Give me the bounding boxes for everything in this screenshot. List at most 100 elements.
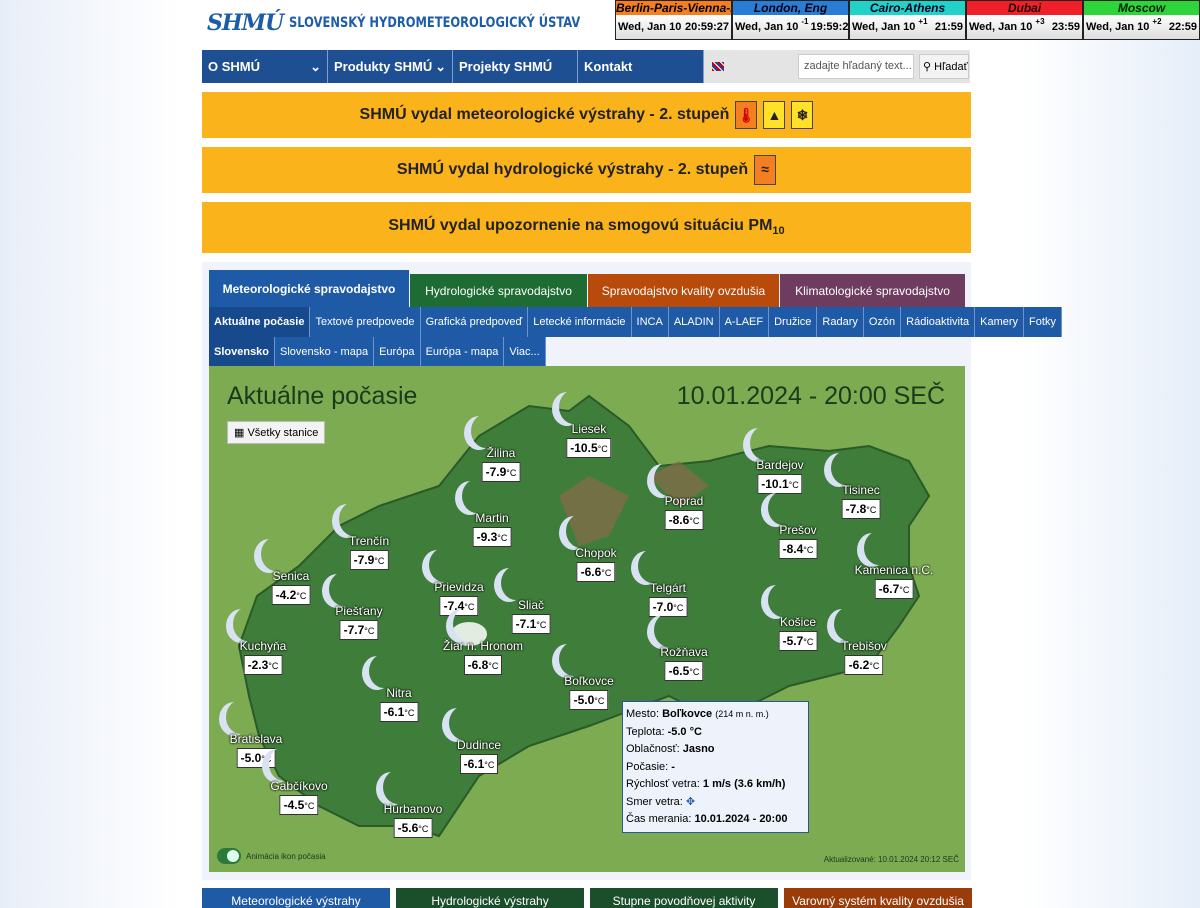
nav-projekty[interactable]: Projekty SHMÚ — [453, 50, 578, 83]
section-tab[interactable]: Meteorologické spravodajstvo — [209, 270, 409, 308]
subtab[interactable]: Kamery — [975, 307, 1025, 337]
moon-icon — [750, 426, 780, 460]
logo[interactable]: SHMÚ SLOVENSKÝ HYDROMETEOROLOGICKÝ ÚSTAV — [207, 0, 644, 45]
section-tabs: Meteorologické spravodajstvo Hydrologické… — [209, 270, 966, 308]
bottom-button[interactable]: Meteorologické výstrahy — [202, 888, 390, 908]
temp-unit: °C — [418, 824, 429, 834]
temp-value: -10.1 — [761, 477, 789, 491]
subtab[interactable]: Textové predpovede — [310, 307, 421, 337]
all-stations-label: Všetky stanice — [247, 427, 319, 439]
station-temp: -5.0°C — [236, 748, 276, 768]
station-marker[interactable]: Bratislava -5.0°C — [230, 732, 282, 768]
station-name: Žilina — [486, 446, 516, 460]
meteo-alert-banner[interactable]: SHMÚ vydal meteorologické výstrahy - 2. … — [202, 92, 971, 138]
search-label: Hľadať — [934, 61, 968, 73]
subtab-region[interactable]: Viac... — [504, 337, 546, 367]
english-flag-icon[interactable] — [712, 62, 724, 71]
tip-label: Rýchlosť vetra: — [626, 778, 700, 790]
station-marker[interactable]: Poprad -8.6°C — [664, 494, 704, 530]
section-tab[interactable]: Spravodajstvo kvality ovzdušia — [588, 274, 779, 308]
station-marker[interactable]: Sliač -7.1°C — [511, 598, 551, 634]
station-marker[interactable]: Žilina -7.9°C — [481, 446, 521, 482]
station-name: Dudince — [456, 738, 502, 752]
subtab-region[interactable]: Európa - mapa — [420, 337, 505, 367]
subtab[interactable]: Grafická predpoveď — [420, 307, 529, 337]
section-tab[interactable]: Hydrologické spravodajstvo — [410, 274, 587, 308]
moon-icon — [831, 451, 861, 485]
subtab[interactable]: Aktuálne počasie — [209, 307, 311, 337]
station-marker[interactable]: Hurbanovo -5.6°C — [384, 802, 442, 838]
section-tab[interactable]: Klimatologické spravodajstvo — [780, 274, 965, 308]
all-stations-button[interactable]: ▦ Všetky stanice — [227, 421, 326, 444]
station-marker[interactable]: Chopok -6.6°C — [575, 546, 617, 582]
station-marker[interactable]: Kuchyňa -2.3°C — [240, 639, 286, 675]
station-marker[interactable]: Piešťany -7.7°C — [335, 604, 383, 640]
animation-toggle[interactable]: Animácia ikon počasia — [217, 848, 326, 864]
search-button[interactable]: ⚲ Hľadať — [919, 54, 969, 79]
station-marker[interactable]: Kamenica n.C. -6.7°C — [855, 563, 933, 599]
nav-kontakt[interactable]: Kontakt — [578, 50, 704, 83]
clock-date: Wed, Jan 10 — [852, 21, 916, 33]
temp-value: -6.1 — [383, 705, 405, 719]
moon-icon — [449, 706, 479, 740]
subtab-region[interactable]: Slovensko - mapa — [275, 337, 375, 367]
search-input[interactable]: zadajte hľadaný text... — [798, 54, 914, 79]
station-marker[interactable]: Senica -4.2°C — [271, 569, 311, 605]
temp-value: -6.7 — [878, 582, 900, 596]
station-marker[interactable]: Nitra -6.1°C — [379, 686, 419, 722]
temp-value: -6.1 — [463, 757, 485, 771]
station-marker[interactable]: Rožňava -6.5°C — [660, 645, 708, 681]
temp-value: -6.6 — [580, 565, 602, 579]
station-marker[interactable]: Žiar n. Hronom -6.8°C — [443, 639, 523, 675]
nav-o-shmu[interactable]: O SHMÚ ⌄ — [202, 50, 328, 83]
avalanche-icon: ▲ — [763, 101, 786, 129]
clock-time: 19:59:27 — [810, 21, 855, 33]
subtab[interactable]: Družice — [769, 307, 818, 337]
station-marker[interactable]: Boľkovce -5.0°C — [564, 674, 614, 710]
moon-icon — [768, 491, 798, 525]
toggle-switch[interactable] — [217, 848, 241, 864]
tip-label: Čas merania: — [626, 813, 692, 825]
subtab[interactable]: ALADIN — [668, 307, 720, 337]
world-clock: Moscow Wed, Jan 10 +2 22:59 — [1083, 0, 1200, 40]
hydro-alert-banner[interactable]: SHMÚ vydal hydrologické výstrahy - 2. st… — [202, 147, 971, 193]
bottom-button[interactable]: Hydrologické výstrahy — [396, 888, 584, 908]
subtab[interactable]: Rádioaktivita — [901, 307, 976, 337]
slovakia-territory — [237, 394, 931, 838]
subtab[interactable]: A-LAEF — [719, 307, 770, 337]
world-clock: Dubai Wed, Jan 10 +3 23:59 — [966, 0, 1083, 40]
station-temp: -7.0°C — [648, 597, 688, 617]
station-marker[interactable]: Trenčín -7.9°C — [349, 534, 389, 570]
station-marker[interactable]: Dudince -6.1°C — [457, 738, 501, 774]
tip-label: Smer vetra: — [626, 795, 683, 808]
station-temp: -6.5°C — [664, 661, 704, 681]
subtab[interactable]: INCA — [631, 307, 669, 337]
moon-icon — [559, 642, 589, 676]
station-marker[interactable]: Telgárt -7.0°C — [648, 581, 688, 617]
station-marker[interactable]: Gabčíkovo -4.5°C — [270, 779, 328, 815]
station-name: Martin — [475, 511, 509, 525]
bottom-button[interactable]: Varovný systém kvality ovzdušia — [784, 888, 972, 908]
subtab-region[interactable]: Slovensko — [209, 337, 276, 367]
temp-unit: °C — [689, 516, 700, 526]
smog-alert-banner[interactable]: SHMÚ vydal upozornenie na smogovú situác… — [202, 202, 971, 253]
station-marker[interactable]: Tisinec -7.8°C — [841, 483, 881, 519]
station-marker[interactable]: Bardejov -10.1°C — [756, 458, 804, 494]
station-marker[interactable]: Martin -9.3°C — [472, 511, 512, 547]
nav-produkty[interactable]: Produkty SHMÚ ⌄ — [328, 50, 453, 83]
station-temp: -7.9°C — [481, 462, 521, 482]
bottom-button[interactable]: Stupne povodňovej aktivity — [590, 888, 778, 908]
subtab[interactable]: Radary — [817, 307, 864, 337]
station-marker[interactable]: Košice -5.7°C — [778, 615, 818, 651]
station-name: Senica — [272, 569, 310, 583]
moon-icon — [269, 747, 299, 781]
station-marker[interactable]: Liesek -10.5°C — [566, 422, 612, 458]
subtab[interactable]: Ozón — [863, 307, 902, 337]
station-marker[interactable]: Trebišov -6.2°C — [841, 639, 887, 675]
subtab[interactable]: Letecké informácie — [528, 307, 632, 337]
temp-value: -9.3 — [476, 530, 498, 544]
subtab-region[interactable]: Európa — [374, 337, 421, 367]
station-marker[interactable]: Prievidza -7.4°C — [434, 580, 484, 616]
subtab[interactable]: Fotky — [1024, 307, 1062, 337]
station-marker[interactable]: Prešov -8.4°C — [778, 523, 818, 559]
